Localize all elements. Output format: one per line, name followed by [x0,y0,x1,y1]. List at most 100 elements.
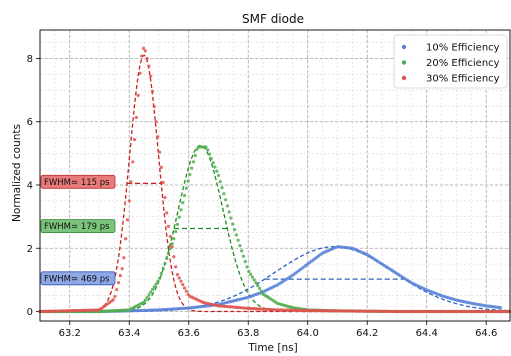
data-point [236,238,240,242]
data-point [115,287,119,292]
data-point [170,242,174,246]
fwhm-annotation: FWHM= 469 ps [40,271,116,286]
plot-frame [39,29,511,322]
data-point [224,198,228,202]
data-point [257,286,262,291]
data-point [150,288,155,292]
x-tick-label: 64.6 [475,328,497,339]
data-point [179,208,183,212]
legend-label: 10% Efficiency [426,43,500,54]
fwhm-annotation-text: FWHM= 469 ps [44,274,110,284]
data-point [220,186,224,190]
fwhm-annotation: FWHM= 115 ps [40,174,116,189]
data-point [124,237,128,241]
data-point [218,179,222,184]
x-tick-label: 63.2 [59,328,81,339]
legend-item: 10% Efficiency [401,43,500,54]
data-point [159,165,163,169]
data-point [241,254,246,258]
data-point [245,265,249,269]
data-point [145,56,149,61]
legend-item: 30% Efficiency [401,74,500,85]
data-point [184,186,188,190]
data-point [165,211,169,215]
data-point [168,247,172,251]
data-point [193,153,197,158]
legend-label: 20% Efficiency [426,58,500,69]
data-point [177,276,181,280]
legend-marker [401,44,407,50]
y-tick-label: 4 [27,180,33,191]
y-tick-label: 2 [27,244,33,255]
data-point [213,165,217,169]
data-point [195,147,199,151]
data-point [215,169,219,173]
data-point [149,74,153,78]
chart-title: SMF diode [242,12,304,26]
y-tick-label: 6 [27,117,33,128]
data-point [243,259,247,264]
x-tick-label: 63.4 [118,328,140,339]
data-point [147,64,151,68]
data-point [172,237,176,241]
data-point [184,289,188,293]
data-point [174,265,178,269]
data-point [249,272,253,276]
data-point [211,161,215,165]
data-point [256,283,260,288]
data-point [122,256,126,260]
x-tick-label: 64.0 [297,328,319,339]
x-tick-label: 63.6 [178,328,200,339]
data-point [179,279,183,283]
data-point [156,280,160,284]
fwhm-annotation-text: FWHM= 115 ps [44,178,110,188]
data-point [125,218,130,222]
y-tick-label: 8 [27,54,33,65]
data-point [166,224,171,228]
data-point [250,275,254,279]
data-point [182,286,187,290]
data-point [168,234,172,239]
data-point [172,255,176,259]
legend-marker [401,60,407,65]
data-point [113,294,117,299]
data-point [174,229,178,234]
data-point [177,215,181,219]
data-point [234,233,238,237]
data-point [204,145,208,149]
data-point [132,138,137,142]
data-point [247,269,251,273]
data-point [259,289,263,293]
data-point [120,267,124,271]
data-point [136,93,140,97]
data-point [141,300,146,304]
data-point [138,71,142,75]
data-point [232,228,237,232]
legend-marker [401,75,407,81]
data-point [175,273,180,277]
data-point [152,104,156,109]
data-point [181,201,185,205]
data-point [225,204,230,208]
data-point [154,120,158,124]
data-point [231,222,235,226]
data-point [129,180,133,184]
data-point [157,150,162,154]
data-point [165,256,169,261]
data-point [240,249,244,253]
data-point [206,148,210,152]
data-point [149,290,153,294]
data-point [175,222,180,226]
legend-item: 20% Efficiency [401,58,500,69]
data-point [140,54,144,58]
data-point [156,135,160,139]
data-point [147,293,151,297]
data-point [154,282,158,286]
fwhm-annotation-box [40,219,116,234]
fwhm-annotation-box [40,174,116,189]
data-point [118,274,122,278]
data-point [182,193,187,198]
x-tick-label: 64.2 [356,328,378,339]
data-point [150,89,155,93]
